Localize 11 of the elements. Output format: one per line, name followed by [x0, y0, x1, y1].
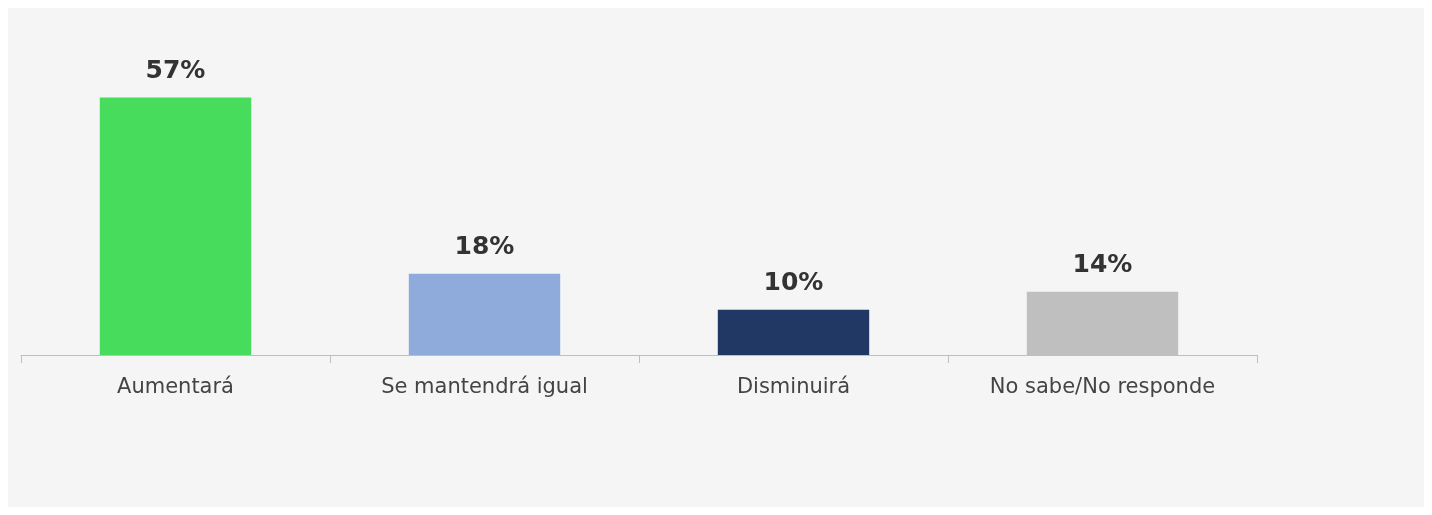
data-label: 57%	[145, 54, 206, 84]
x-tick-label: Aumentará	[117, 373, 234, 398]
x-tick-label: Disminuirá	[736, 373, 851, 398]
bar	[99, 97, 252, 355]
bar	[408, 273, 561, 355]
data-label: 14%	[1072, 248, 1133, 278]
x-tick-label: No sabe/No responde	[989, 373, 1216, 398]
data-label: 18%	[454, 230, 515, 260]
x-tick-label: Se mantendrá igual	[381, 373, 588, 398]
data-label: 10%	[763, 266, 824, 296]
bar	[717, 309, 870, 355]
